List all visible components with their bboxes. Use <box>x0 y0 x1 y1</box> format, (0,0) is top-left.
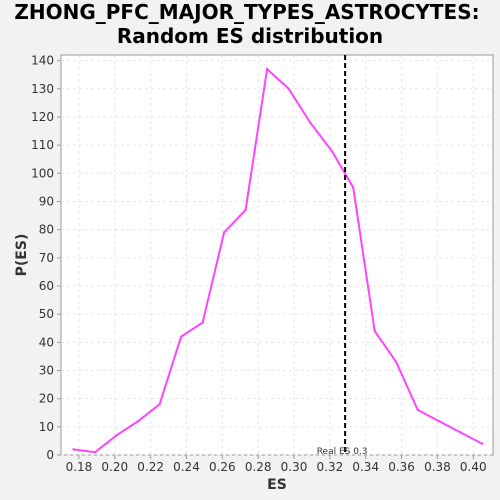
y-tick-label: 10 <box>39 420 54 434</box>
data-point <box>438 420 440 422</box>
x-tick-label: 0.22 <box>137 460 164 474</box>
chart-title-line2: Random ES distribution <box>117 24 383 48</box>
data-point <box>137 420 139 422</box>
data-point <box>373 330 375 332</box>
y-tick-label: 100 <box>31 166 54 180</box>
x-tick-label: 0.28 <box>245 460 272 474</box>
x-tick-label: 0.26 <box>209 460 236 474</box>
data-point <box>481 443 483 445</box>
data-point <box>94 451 96 453</box>
data-point <box>158 403 160 405</box>
y-tick-label: 0 <box>46 448 54 462</box>
y-tick-label: 110 <box>31 138 54 152</box>
data-point <box>309 121 311 123</box>
x-tick-label: 0.34 <box>352 460 379 474</box>
y-tick-label: 20 <box>39 392 54 406</box>
x-axis-label: ES <box>267 477 287 493</box>
x-tick-label: 0.20 <box>101 460 128 474</box>
data-point <box>395 361 397 363</box>
y-tick-label: 40 <box>39 335 54 349</box>
data-point <box>201 321 203 323</box>
data-point <box>266 68 268 70</box>
data-point <box>330 150 332 152</box>
y-axis-label: P(ES) <box>14 234 30 277</box>
data-point <box>223 231 225 233</box>
x-tick-label: 0.24 <box>173 460 200 474</box>
data-point <box>244 209 246 211</box>
y-tick-label: 50 <box>39 307 54 321</box>
real-es-marker-label: Real ES 0.3 <box>317 447 368 457</box>
data-point <box>460 431 462 433</box>
plot-area <box>61 55 493 455</box>
y-tick-label: 30 <box>39 363 54 377</box>
data-point <box>287 88 289 90</box>
x-axis-ticks: 0.18 0.20 0.22 0.24 0.26 0.28 0.30 0.32 0.34 0.36… <box>66 455 487 474</box>
data-point <box>115 434 117 436</box>
x-tick-label: 0.40 <box>460 460 487 474</box>
data-point <box>72 448 74 450</box>
y-tick-label: 80 <box>39 223 54 237</box>
x-tick-label: 0.18 <box>66 460 93 474</box>
data-point <box>417 409 419 411</box>
y-axis-ticks: 0 10 20 30 40 50 60 70 80 90 100 110 120 130 140 <box>31 54 61 462</box>
x-tick-label: 0.30 <box>281 460 308 474</box>
data-point <box>352 186 354 188</box>
y-tick-label: 90 <box>39 194 54 208</box>
data-point <box>180 335 182 337</box>
y-tick-label: 60 <box>39 279 54 293</box>
chart-title-line1: ZHONG_PFC_MAJOR_TYPES_ASTROCYTES: <box>14 0 479 24</box>
y-tick-label: 70 <box>39 251 54 265</box>
y-tick-label: 130 <box>31 82 54 96</box>
y-tick-label: 140 <box>31 54 54 68</box>
y-tick-label: 120 <box>31 110 54 124</box>
x-tick-label: 0.36 <box>388 460 415 474</box>
x-tick-label: 0.38 <box>424 460 451 474</box>
x-tick-label: 0.32 <box>317 460 344 474</box>
